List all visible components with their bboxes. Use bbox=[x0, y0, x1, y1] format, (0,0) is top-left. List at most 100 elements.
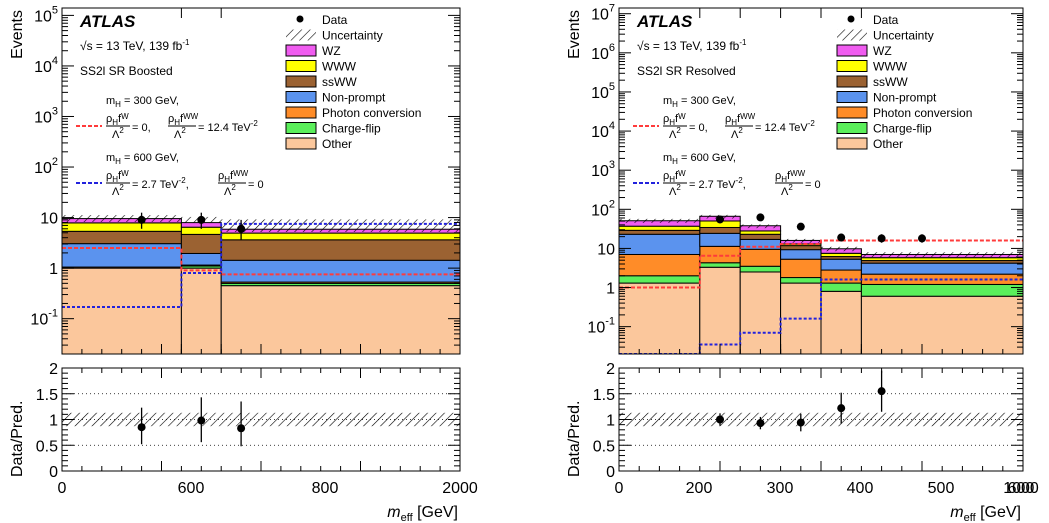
ratio-y-tick-label: 2 bbox=[606, 361, 615, 378]
y-tick-label: 103 bbox=[34, 105, 58, 126]
signal0-coupling-w-den: Λ2 bbox=[669, 126, 681, 141]
x-tick-label: 1000 bbox=[1003, 480, 1039, 497]
signal1-coupling-w-rho-sub: H bbox=[112, 175, 118, 184]
signal0-coupling-w-rho-sub: H bbox=[112, 118, 118, 127]
stack-bar-non-prompt-bin0 bbox=[619, 233, 701, 255]
signal0-coupling-ww-num: ρHfWW bbox=[725, 112, 756, 127]
signal0-coupling-w-f-sub: W bbox=[121, 112, 129, 121]
legend-label: WZ bbox=[322, 44, 341, 58]
energy-label-text: √s = 13 TeV, 139 fb bbox=[637, 39, 740, 53]
uncertainty-band-bin4 bbox=[821, 246, 862, 252]
uncertainty-band-bin5 bbox=[861, 252, 1023, 258]
stack-bar-ssww-bin0 bbox=[619, 229, 701, 235]
legend-swatch-charge-flip bbox=[836, 122, 868, 134]
signal0-coupling-w-lambda: Λ bbox=[112, 129, 120, 141]
ratio-y-axis-label: Data/Pred. bbox=[9, 401, 26, 477]
uncertainty-band-bin0 bbox=[62, 215, 182, 222]
legend-swatch-other bbox=[285, 137, 317, 150]
stack-bar-ssww-bin1 bbox=[180, 233, 222, 254]
ratio-point-2 bbox=[237, 424, 246, 433]
data-point-1 bbox=[756, 213, 765, 222]
signal1-coupling-w-f: f bbox=[675, 170, 679, 182]
energy-label-exponent: -1 bbox=[182, 38, 190, 47]
signal-mass-m: m bbox=[663, 152, 672, 164]
stack-bar-www-bin2 bbox=[739, 230, 782, 235]
y-tick-label-exponent: 3 bbox=[52, 105, 58, 117]
signal1-coupling-ww-f: f bbox=[230, 170, 234, 182]
y-tick-label-exponent: 5 bbox=[52, 4, 58, 16]
x-tick-label: 600 bbox=[178, 480, 205, 497]
signal-mass-m: m bbox=[663, 95, 672, 107]
stack-bar-non-prompt-bin4 bbox=[820, 258, 862, 271]
signal0-coupling-ww-den: Λ2 bbox=[174, 126, 186, 141]
y-tick-label-exponent: 4 bbox=[52, 55, 58, 67]
signal1-coupling-w-text: = 2.7 TeV bbox=[132, 179, 179, 191]
signal1-coupling-w-exponent: -2 bbox=[736, 176, 744, 185]
x-tick-label: 2000 bbox=[442, 480, 478, 497]
y-tick-label-base: 10 bbox=[587, 320, 605, 337]
stack-bar-charge-flip-bin3 bbox=[780, 277, 822, 284]
signal1-coupling-ww-f-sub: WW bbox=[233, 169, 249, 178]
ratio-point-0 bbox=[137, 423, 146, 432]
signal-mass-value: = 300 GeV, bbox=[121, 95, 179, 107]
y-tick-label-exponent: 7 bbox=[609, 3, 615, 15]
y-tick-label-base: 10 bbox=[34, 59, 52, 76]
signal0-coupling-ww-value: = 12.4 TeV-2 bbox=[198, 119, 258, 134]
signal0-coupling-ww-lambda-sup: 2 bbox=[738, 126, 743, 135]
x-tick-label: 800 bbox=[312, 480, 339, 497]
signal-line-0 bbox=[62, 247, 460, 276]
signal1-coupling-w-lambda: Λ bbox=[112, 186, 120, 198]
signal1-coupling-ww-num: ρHfWW bbox=[218, 169, 249, 184]
legend-swatch-wz bbox=[285, 44, 317, 57]
signal1-coupling-ww-rho-sub: H bbox=[224, 175, 230, 184]
signal1-coupling-ww-value: = 0 bbox=[805, 179, 821, 191]
y-tick-label-base: 10 bbox=[591, 124, 609, 141]
ratio-y-axis-label: Data/Pred. bbox=[566, 401, 583, 477]
legend-label: Other bbox=[873, 137, 903, 151]
signal0-coupling-ww-f-sub: WW bbox=[183, 112, 199, 121]
signal0-coupling-w-rho-sub: H bbox=[669, 118, 675, 127]
signal0-coupling-w-den: Λ2 bbox=[112, 126, 124, 141]
signal1-coupling-ww-num: ρHfWW bbox=[775, 169, 806, 184]
signal1-coupling-w-exponent: -2 bbox=[179, 176, 187, 185]
ratio-y-tick-label: 1 bbox=[606, 413, 615, 430]
signal1-coupling-ww-value: = 0 bbox=[248, 179, 264, 191]
legend-swatch-uncertainty bbox=[837, 29, 867, 41]
stack-bar-other-bin4 bbox=[820, 290, 862, 354]
ratio-point-4 bbox=[877, 387, 886, 396]
signal1-coupling-w-rho: ρ bbox=[106, 170, 112, 182]
stack-bar-ssww-bin2 bbox=[220, 239, 460, 261]
stack-bar-other-bin3 bbox=[780, 282, 822, 354]
ratio-plot-area bbox=[62, 393, 460, 447]
signal0-coupling-w-lambda-sup: 2 bbox=[676, 126, 681, 135]
signal1-coupling-w-lambda: Λ bbox=[669, 186, 677, 198]
legend-swatch-www bbox=[285, 60, 317, 72]
x-axis-label-unit: [GeV] bbox=[976, 504, 1021, 521]
legend-label: Other bbox=[322, 137, 352, 151]
y-tick-label-exponent: 5 bbox=[609, 81, 615, 93]
stack-bar-other-bin1 bbox=[180, 267, 222, 354]
stack-bar-non-prompt-bin5 bbox=[860, 262, 1023, 275]
stack-bar-www-bin0 bbox=[619, 225, 701, 231]
uncertainty-band-bin3 bbox=[780, 238, 821, 243]
y-tick-label-base: 10 bbox=[591, 7, 609, 24]
y-tick-label-base: 10 bbox=[34, 160, 52, 177]
legend-swatch-www bbox=[836, 60, 868, 72]
y-tick-label-exponent: -1 bbox=[48, 308, 58, 320]
signal1-coupling-w-num: ρHfW bbox=[663, 169, 686, 184]
signal1-coupling-ww-f: f bbox=[787, 170, 791, 182]
y-tick-label: 1 bbox=[49, 261, 58, 278]
signal1-coupling-w-f-sub: W bbox=[121, 169, 129, 178]
y-tick-label-base: 10 bbox=[34, 109, 52, 126]
stack-bar-photon-conversion-bin3 bbox=[780, 258, 822, 279]
y-tick-label: 106 bbox=[591, 42, 615, 63]
signal0-coupling-ww-num: ρHfWW bbox=[168, 112, 199, 127]
y-tick-label-base: 1 bbox=[606, 281, 615, 298]
x-tick-label: 400 bbox=[847, 480, 874, 497]
data-point-0 bbox=[716, 215, 724, 224]
energy-label: √s = 13 TeV, 139 fb-1 bbox=[80, 38, 190, 53]
main-plot-area bbox=[619, 213, 1023, 354]
signal1-coupling-w-lambda-sup: 2 bbox=[676, 183, 681, 192]
ratio-y-tick-label: 1 bbox=[49, 413, 58, 430]
signal0-coupling-ww-rho: ρ bbox=[168, 113, 174, 125]
